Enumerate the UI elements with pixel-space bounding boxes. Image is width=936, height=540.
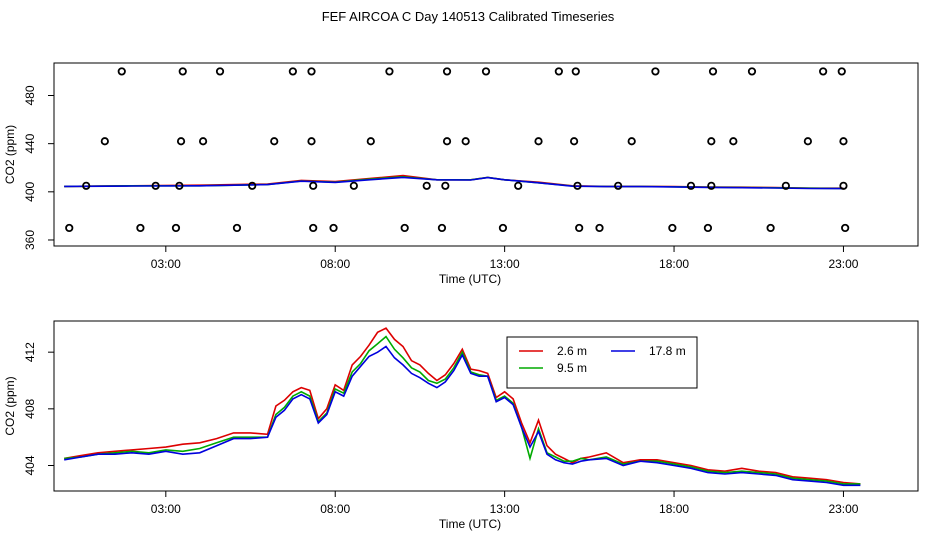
- calibration-point: [232, 223, 242, 233]
- calibration-point: [442, 137, 452, 146]
- calibration-point: [136, 223, 145, 233]
- calibration-point: [82, 181, 91, 190]
- top-panel: 03:00 08:00 13:00 18:00 23:00 Time (UTC) 360 40…: [3, 62, 919, 286]
- calibration-point: [248, 181, 257, 190]
- calibration-point: [819, 67, 828, 76]
- calibration-point: [178, 67, 187, 76]
- legend: 2.6 m 9.5 m 17.8 m: [506, 336, 698, 389]
- calibration-point: [686, 181, 696, 190]
- calibration-point: [309, 223, 318, 233]
- calibration-point: [215, 67, 225, 76]
- series-line-9-5-m: [64, 335, 861, 485]
- y-tick-label: 400: [23, 181, 37, 201]
- x-axis-label: Time (UTC): [439, 272, 501, 286]
- calibration-point: [766, 223, 775, 233]
- calibration-point: [614, 181, 623, 190]
- calibration-point: [708, 67, 718, 76]
- calibration-point: [422, 181, 431, 190]
- calibration-point: [841, 223, 850, 233]
- calibration-point: [442, 67, 452, 76]
- calibration-point: [309, 181, 318, 190]
- y-tick-label: 412: [23, 342, 37, 362]
- calibration-point: [839, 137, 848, 146]
- calibration-point: [595, 223, 604, 233]
- calibration-point: [437, 223, 447, 233]
- calibration-point: [627, 137, 636, 146]
- calibration-point: [837, 67, 846, 76]
- plot-frame: [53, 320, 919, 492]
- x-tick-label: 18:00: [659, 257, 689, 271]
- series-line-17-8-m: [64, 345, 861, 487]
- calibration-point: [366, 137, 375, 146]
- calibration-point: [839, 181, 848, 190]
- calibration-point: [198, 137, 208, 146]
- calibration-point: [176, 137, 186, 146]
- calibration-point: [514, 181, 523, 190]
- x-tick-label: 23:00: [828, 257, 858, 271]
- y-tick-label: 404: [23, 455, 37, 475]
- calibration-point: [461, 137, 470, 146]
- x-tick-label: 13:00: [490, 502, 520, 516]
- calibration-point: [571, 67, 580, 76]
- calibration-point: [349, 181, 358, 190]
- calibration-point: [175, 181, 184, 190]
- calibration-point: [117, 67, 126, 76]
- y-tick-label: 480: [23, 85, 37, 105]
- y-tick-label: 408: [23, 399, 37, 419]
- calibration-point: [288, 67, 297, 76]
- y-axis-label: CO2 (ppm): [3, 376, 17, 435]
- plot-frame: [53, 62, 919, 247]
- calibration-point: [270, 137, 279, 146]
- legend-label: 17.8 m: [649, 344, 686, 358]
- calibration-point: [651, 67, 660, 76]
- calibration-point: [65, 223, 74, 233]
- calibration-point: [171, 223, 181, 233]
- calibration-point: [385, 67, 394, 76]
- calibration-point: [803, 137, 812, 146]
- calibration-point: [329, 223, 338, 233]
- chart-title: FEF AIRCOA C Day 140513 Calibrated Times…: [321, 9, 615, 24]
- calibration-point: [534, 137, 543, 146]
- bottom-panel: 03:00 08:00 13:00 18:00 23:00 Time (UTC) 404 40…: [3, 320, 919, 531]
- calibration-point: [481, 67, 491, 76]
- x-tick-label: 03:00: [151, 257, 181, 271]
- calibration-point: [100, 137, 109, 146]
- calibration-point: [569, 137, 579, 146]
- series-line-2-6-m: [64, 327, 861, 485]
- calibration-point: [729, 137, 738, 146]
- calibration-point: [781, 181, 790, 190]
- legend-label: 2.6 m: [557, 344, 587, 358]
- x-tick-label: 13:00: [490, 257, 520, 271]
- calibration-point: [575, 223, 584, 233]
- calibration-point: [554, 67, 563, 76]
- x-axis-label: Time (UTC): [439, 517, 501, 531]
- calibration-point: [573, 181, 582, 190]
- legend-box: [506, 336, 698, 389]
- x-tick-label: 23:00: [828, 502, 858, 516]
- calibration-point: [151, 181, 160, 190]
- series-line-17-8-m: [64, 176, 844, 190]
- calibration-point: [707, 137, 716, 146]
- calibration-point: [400, 223, 409, 233]
- calibration-point: [707, 181, 716, 190]
- calibration-point: [747, 67, 757, 76]
- calibration-point: [668, 223, 677, 233]
- x-tick-label: 03:00: [151, 502, 181, 516]
- calibration-point: [307, 137, 316, 146]
- y-axis-label: CO2 (ppm): [3, 125, 17, 184]
- y-tick-label: 440: [23, 133, 37, 153]
- y-tick-label: 360: [23, 230, 37, 250]
- legend-label: 9.5 m: [557, 361, 587, 375]
- calibration-point: [307, 67, 316, 76]
- calibration-point: [703, 223, 713, 233]
- x-tick-label: 18:00: [659, 502, 689, 516]
- calibration-point: [498, 223, 508, 233]
- x-tick-label: 08:00: [320, 502, 350, 516]
- x-tick-label: 08:00: [320, 257, 350, 271]
- calibration-point: [441, 181, 450, 190]
